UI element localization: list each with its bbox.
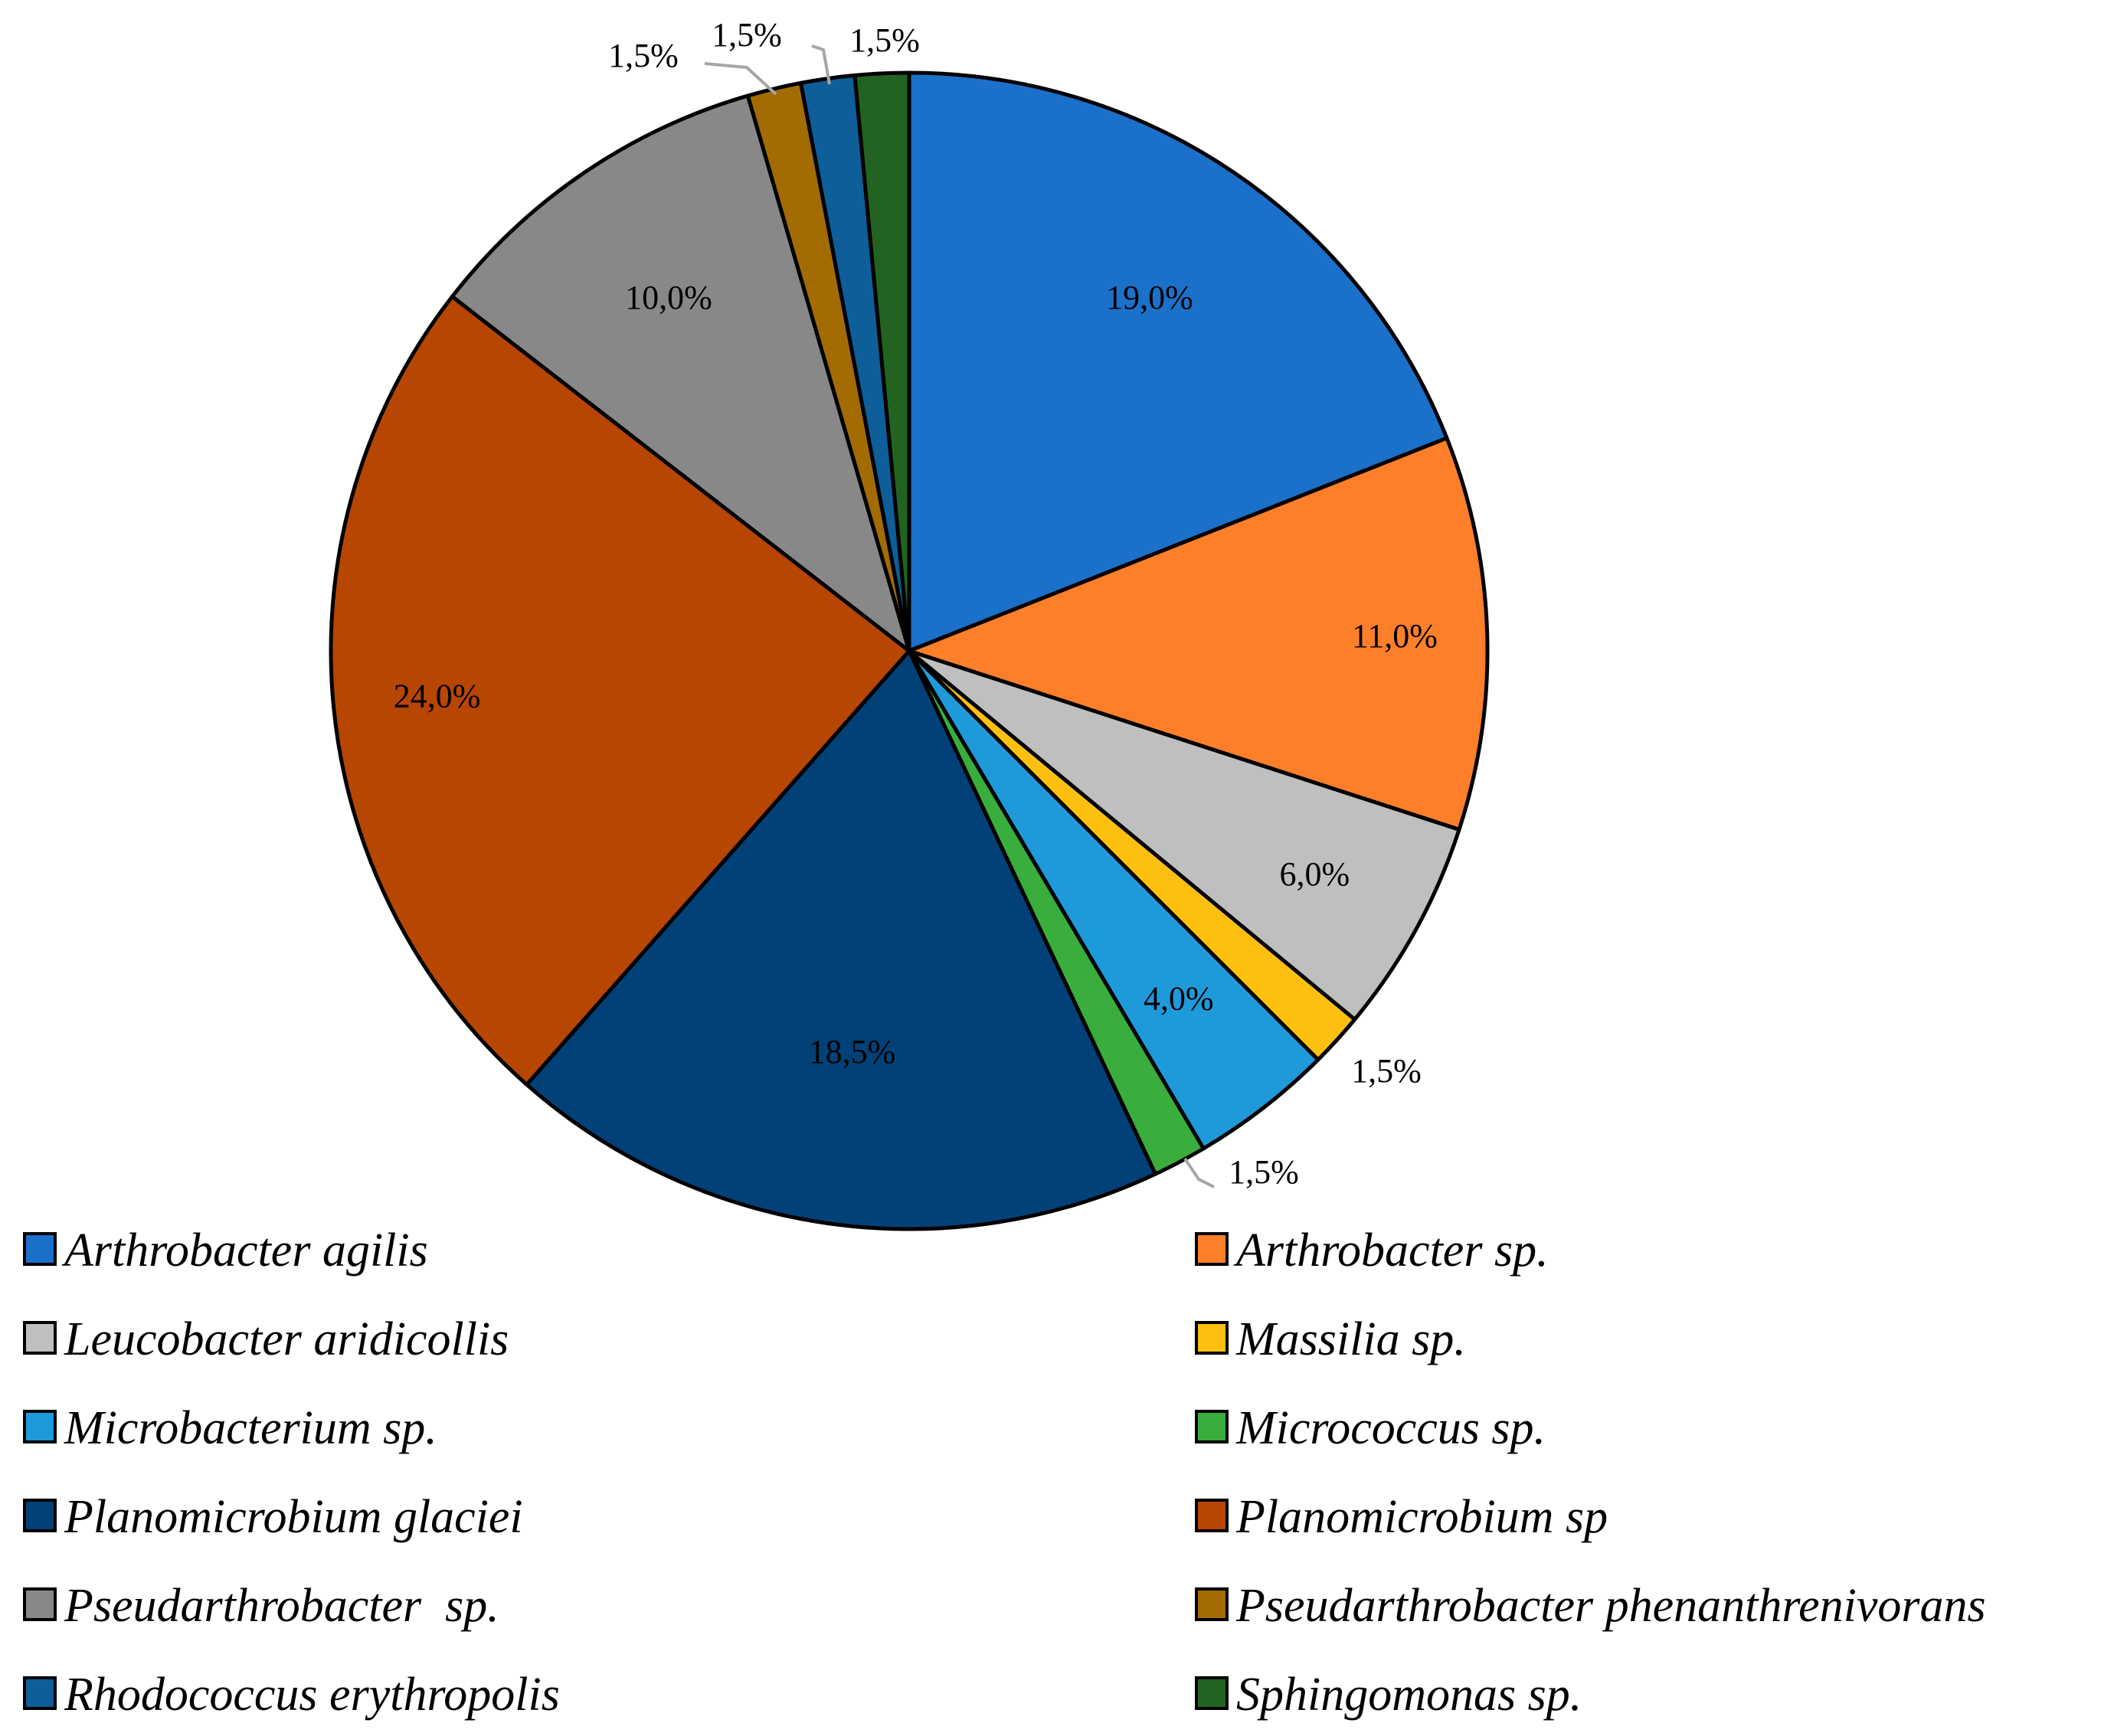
pie-slice: [907, 70, 1449, 653]
legend-item: Arthrobacter sp.: [1195, 1224, 1549, 1277]
legend-label: Sphingomonas sp.: [1236, 1669, 1582, 1721]
legend-swatch: [23, 1321, 57, 1355]
pie-slice: [525, 649, 1157, 1231]
legend-swatch: [1195, 1232, 1229, 1266]
legend-swatch: [23, 1587, 57, 1621]
legend-item: Pseudarthrobacter sp.: [23, 1580, 499, 1632]
legend-label: Leucobacter aridicollis: [64, 1313, 509, 1365]
pie-slice: [852, 70, 911, 653]
legend-label: Arthrobacter sp.: [1233, 1224, 1549, 1277]
legend-item: Micrococcus sp.: [1195, 1402, 1546, 1454]
data-label: 1,5%: [1351, 1052, 1422, 1090]
data-label: 24,0%: [394, 677, 481, 714]
legend: Arthrobacter agilis Arthrobacter sp. Leuco…: [23, 1224, 1986, 1721]
leader-line: [704, 62, 777, 96]
data-label: 1,5%: [608, 37, 679, 74]
pie-slices: [329, 70, 1490, 1231]
leader-line: [811, 44, 831, 85]
data-label: 11,0%: [1352, 617, 1438, 655]
legend-item: Arthrobacter agilis: [23, 1224, 428, 1277]
legend-swatch: [23, 1410, 57, 1443]
pie-slice: [907, 649, 1320, 1151]
legend-swatch: [23, 1676, 57, 1710]
legend-label: Pseudarthrobacter sp.: [64, 1580, 499, 1632]
pie-slice: [450, 93, 911, 653]
data-label: 19,0%: [1106, 279, 1193, 316]
legend-swatch: [1195, 1321, 1229, 1355]
legend-swatch: [1195, 1410, 1229, 1443]
legend-swatch: [23, 1499, 57, 1532]
data-label: 1,5%: [712, 16, 782, 54]
legend-swatch: [1195, 1499, 1229, 1532]
pie-slice: [329, 294, 911, 1087]
legend-item: Planomicrobium glaciei: [23, 1491, 523, 1543]
pie-slice: [907, 436, 1490, 832]
legend-label: Rhodococcus erythropolis: [64, 1669, 560, 1721]
legend-item: Planomicrobium sp: [1195, 1491, 1608, 1543]
legend-swatch: [1195, 1587, 1229, 1621]
legend-label: Planomicrobium glaciei: [64, 1491, 523, 1543]
legend-item: Leucobacter aridicollis: [23, 1313, 509, 1365]
data-label: 1,5%: [849, 21, 920, 59]
leader-line: [1183, 1157, 1215, 1188]
legend-label: Micrococcus sp.: [1235, 1402, 1546, 1454]
legend-item: Rhodococcus erythropolis: [23, 1669, 560, 1721]
legend-label: Microbacterium sp.: [64, 1402, 437, 1454]
legend-label: Pseudarthrobacter phenanthrenivorans: [1235, 1580, 1986, 1632]
data-label: 6,0%: [1279, 855, 1350, 893]
legend-label: Massilia sp.: [1235, 1313, 1466, 1365]
data-labels: 19,0% 11,0% 6,0% 1,5% 4,0% 1,5% 18,5% 24,0% 10,0…: [394, 16, 1438, 1191]
data-label: 10,0%: [625, 279, 712, 316]
data-label: 18,5%: [809, 1033, 896, 1071]
legend-swatch: [1195, 1676, 1229, 1710]
legend-item: Sphingomonas sp.: [1195, 1669, 1582, 1721]
legend-item: Pseudarthrobacter phenanthrenivorans: [1195, 1580, 1986, 1632]
legend-item: Microbacterium sp.: [23, 1402, 437, 1454]
legend-swatch: [23, 1232, 57, 1266]
data-label: 1,5%: [1229, 1153, 1299, 1191]
legend-label: Planomicrobium sp: [1235, 1491, 1608, 1543]
legend-item: Massilia sp.: [1195, 1313, 1466, 1365]
data-label: 4,0%: [1144, 979, 1214, 1017]
pie-slice: [907, 649, 1461, 1022]
leader-lines: [704, 44, 1215, 1188]
legend-label: Arthrobacter agilis: [61, 1224, 428, 1277]
